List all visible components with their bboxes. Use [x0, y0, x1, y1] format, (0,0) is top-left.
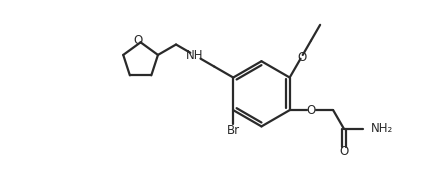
Text: NH: NH: [186, 49, 204, 62]
Text: O: O: [298, 51, 307, 64]
Text: O: O: [134, 34, 143, 47]
Text: NH₂: NH₂: [371, 122, 393, 135]
Text: O: O: [339, 145, 349, 158]
Text: O: O: [307, 104, 316, 117]
Text: Br: Br: [227, 124, 240, 137]
